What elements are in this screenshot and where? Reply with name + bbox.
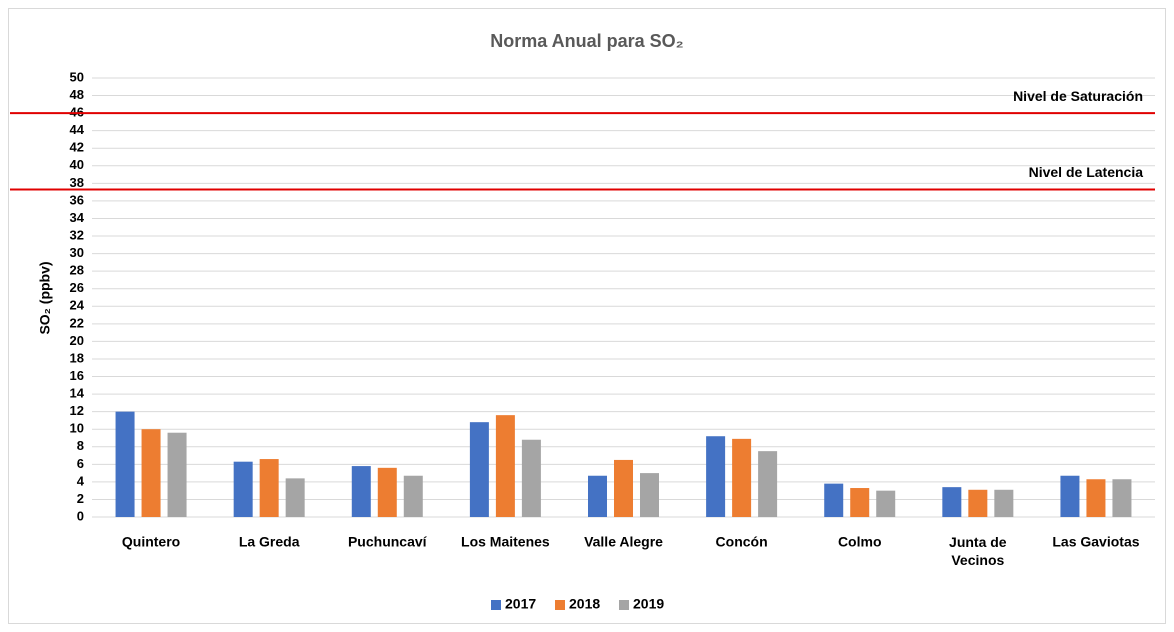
reference-label: Nivel de Saturación [1013, 88, 1143, 104]
y-tick-label: 48 [70, 87, 84, 102]
y-tick-label: 36 [70, 192, 84, 207]
bar [233, 461, 253, 517]
y-tick-label: 16 [70, 368, 84, 383]
y-tick-label: 30 [70, 245, 84, 260]
bar [377, 467, 397, 517]
x-tick-label: Junta de Vecinos [949, 534, 1007, 568]
x-tick-label: Los Maitenes [461, 534, 550, 550]
bar [469, 422, 489, 517]
bar [1112, 479, 1132, 517]
legend-swatch [555, 600, 565, 610]
bar [115, 411, 135, 517]
bar [732, 438, 752, 517]
x-tick-label: Las Gaviotas [1052, 534, 1139, 550]
legend-swatch [619, 600, 629, 610]
bar [758, 451, 778, 517]
bar [640, 473, 659, 517]
x-tick-label: Puchuncaví [348, 534, 428, 550]
y-tick-label: 26 [70, 280, 84, 295]
x-tick-label: Colmo [838, 534, 882, 550]
bar [994, 489, 1014, 517]
y-tick-label: 12 [70, 403, 84, 418]
bar [876, 490, 896, 517]
x-tick-label: Valle Alegre [584, 534, 663, 550]
y-tick-label: 18 [70, 350, 84, 365]
legend-swatch [491, 600, 501, 610]
legend-label: 2018 [569, 596, 600, 612]
bar [259, 459, 279, 517]
y-tick-label: 34 [70, 210, 85, 225]
bar [942, 487, 962, 517]
x-tick-label: Concón [716, 534, 768, 550]
bar [1086, 479, 1106, 517]
y-tick-label: 6 [77, 456, 84, 471]
bar [614, 459, 633, 517]
bar [285, 478, 305, 517]
y-tick-label: 38 [70, 175, 84, 190]
y-tick-label: 46 [70, 105, 84, 120]
y-tick-label: 40 [70, 157, 84, 172]
reference-label: Nivel de Latencia [1029, 164, 1144, 180]
bar [1060, 475, 1080, 517]
bar [167, 432, 187, 517]
y-tick-label: 10 [70, 421, 84, 436]
legend-label: 2017 [505, 596, 536, 612]
y-tick-label: 42 [70, 140, 84, 155]
bar [968, 489, 988, 517]
y-tick-label: 22 [70, 315, 84, 330]
y-tick-label: 8 [77, 438, 84, 453]
y-tick-label: 50 [70, 69, 84, 84]
bar [521, 439, 541, 517]
bar [588, 475, 607, 517]
y-tick-label: 2 [77, 491, 84, 506]
chart-border [8, 8, 1166, 624]
y-axis-label: SO₂ (ppbv) [37, 261, 53, 334]
y-tick-label: 4 [77, 473, 85, 488]
x-tick-label: La Greda [239, 534, 300, 550]
y-tick-label: 32 [70, 227, 84, 242]
chart-title: Norma Anual para SO₂ [490, 31, 683, 51]
y-tick-label: 14 [70, 386, 85, 401]
bar [706, 436, 726, 517]
bar [141, 429, 161, 517]
bar [403, 475, 423, 517]
y-tick-label: 20 [70, 333, 84, 348]
x-tick-label: Quintero [122, 534, 180, 550]
bar [824, 483, 844, 517]
bar [351, 466, 371, 517]
legend-label: 2019 [633, 596, 664, 612]
bar [495, 415, 515, 517]
y-tick-label: 44 [70, 122, 85, 137]
y-tick-label: 28 [70, 263, 84, 278]
bar [850, 488, 870, 517]
y-tick-label: 0 [77, 508, 84, 523]
y-tick-label: 24 [70, 298, 85, 313]
